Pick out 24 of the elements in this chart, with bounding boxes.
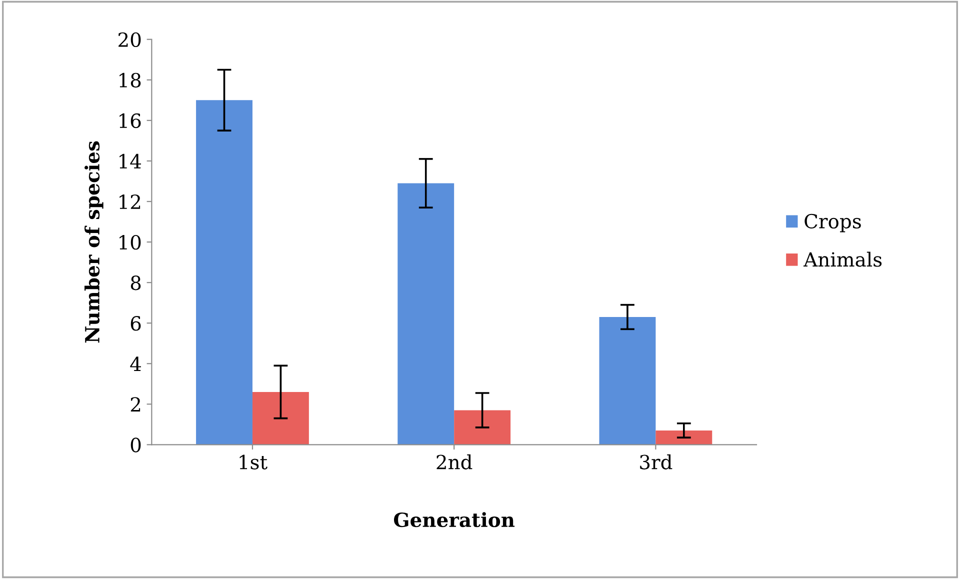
x-axis-title: Generation: [394, 512, 515, 528]
x-tick-label: 1st: [240, 454, 268, 470]
bar: [599, 317, 656, 445]
legend-label: Crops: [804, 214, 861, 232]
y-tick-label: 20: [118, 32, 141, 48]
bar: [454, 410, 511, 445]
y-tick-label: 18: [120, 72, 141, 88]
bar: [398, 183, 454, 445]
x-tick-label: 3rd: [640, 454, 672, 470]
y-tick-label: 12: [120, 194, 140, 209]
y-tick-label: 4: [130, 356, 141, 371]
legend-label: Animals: [803, 252, 882, 267]
y-tick-label: 10: [120, 234, 141, 250]
y-tick-label: 8: [130, 276, 141, 290]
x-tick-label: 2nd: [436, 454, 472, 470]
y-axis-title: Number of species: [84, 141, 104, 343]
bar: [656, 430, 712, 445]
y-tick-label: 16: [120, 113, 141, 128]
y-tick-label: 2: [130, 397, 140, 412]
y-tick-label: 14: [120, 154, 141, 168]
y-tick-label: 0: [130, 438, 141, 452]
bar: [196, 100, 252, 445]
y-tick-label: 6: [130, 316, 141, 331]
bar: [252, 392, 309, 445]
